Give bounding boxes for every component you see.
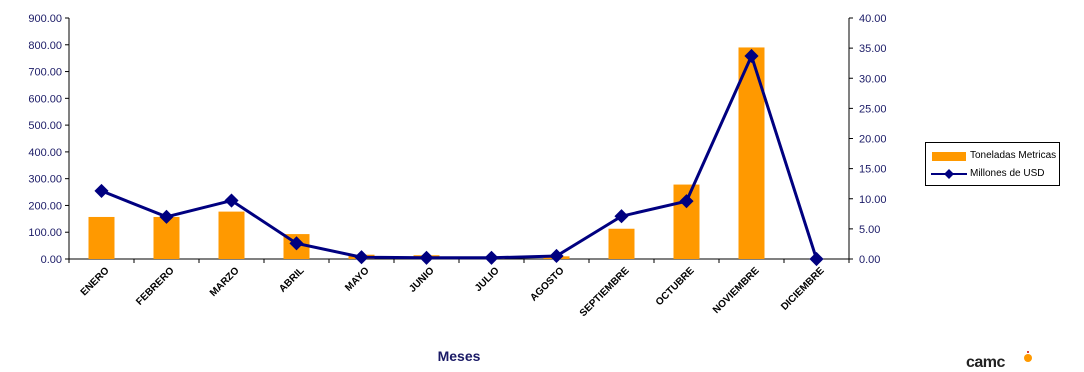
line-point (484, 250, 499, 265)
right-tick-label: 0.00 (859, 254, 880, 266)
legend: Toneladas Metricas Millones de USD (925, 142, 1060, 186)
line-point (224, 193, 239, 208)
x-axis-title: Meses (438, 348, 481, 364)
legend-label-line: Millones de USD (970, 168, 1045, 179)
left-tick-label: 200.00 (28, 200, 62, 212)
line-point (159, 209, 174, 224)
category-label: JULIO (473, 265, 502, 294)
line-point (614, 209, 629, 224)
bar (88, 216, 115, 259)
left-tick-label: 500.00 (28, 120, 62, 132)
right-tick-label: 15.00 (859, 164, 887, 176)
legend-item-line: Millones de USD (926, 166, 1059, 182)
category-label: ENERO (79, 265, 112, 298)
line-point (354, 250, 369, 265)
category-label: SEPTIEMBRE (578, 265, 632, 319)
line-point (679, 194, 694, 209)
category-label: FEBRERO (134, 265, 177, 308)
line-point (809, 251, 824, 267)
line-point (419, 250, 434, 265)
category-label: MAYO (343, 265, 371, 293)
left-tick-label: 0.00 (41, 254, 62, 266)
bar (153, 216, 180, 259)
category-label: DICIEMBRE (779, 265, 827, 313)
left-tick-label: 600.00 (28, 93, 62, 105)
left-tick-label: 800.00 (28, 40, 62, 52)
line-series (100, 51, 818, 260)
legend-swatch-bar (929, 148, 969, 164)
category-label: AGOSTO (528, 265, 566, 303)
right-tick-label: 20.00 (859, 134, 887, 146)
line-point (549, 248, 564, 264)
left-tick-label: 400.00 (28, 147, 62, 159)
left-tick-label: 700.00 (28, 67, 62, 79)
legend-label-bars: Toneladas Metricas (970, 150, 1057, 161)
legend-item-bars: Toneladas Metricas (926, 148, 1059, 164)
right-tick-label: 30.00 (859, 73, 887, 85)
right-tick-label: 25.00 (859, 103, 887, 115)
line-point (744, 48, 759, 64)
logo-text: camc (966, 354, 1005, 371)
right-tick-label: 5.00 (859, 224, 880, 236)
right-tick-label: 35.00 (859, 43, 887, 55)
bar (218, 211, 245, 259)
sun-icon (1022, 350, 1034, 362)
right-tick-label: 40.00 (859, 13, 887, 25)
left-tick-label: 100.00 (28, 227, 62, 239)
line-point (289, 236, 304, 251)
right-tick-label: 10.00 (859, 194, 887, 206)
legend-swatch-line (929, 166, 969, 182)
left-tick-label: 300.00 (28, 174, 62, 186)
line-point (94, 183, 109, 198)
category-label: JUNIO (407, 265, 437, 295)
bar (608, 228, 635, 259)
brand-logo: camc (966, 350, 1056, 371)
category-label: MARZO (208, 265, 242, 299)
category-label: NOVIEMBRE (711, 265, 762, 316)
category-label: OCTUBRE (654, 265, 697, 308)
category-label: ABRIL (277, 265, 306, 294)
left-tick-label: 900.00 (28, 13, 62, 25)
